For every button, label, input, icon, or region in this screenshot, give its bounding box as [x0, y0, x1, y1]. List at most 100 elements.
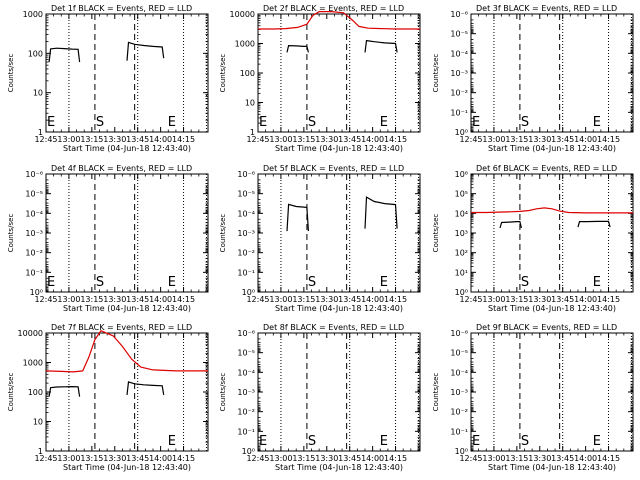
- x-tick-label: 14:00: [361, 135, 384, 144]
- y-tick-label: 10⁰: [455, 447, 468, 456]
- x-tick-label: 13:15: [80, 135, 103, 144]
- chart-panel-8: Det 8f BLACK = Events, RED = LLD 10⁰ 10⁻¹ 1…: [219, 323, 421, 472]
- segment-marker-E: E: [47, 275, 55, 290]
- y-tick-label: 10: [245, 99, 255, 108]
- x-tick-label: 14:00: [149, 295, 172, 304]
- x-tick-label: 13:30: [315, 295, 338, 304]
- lld-series-line: [258, 11, 420, 30]
- segment-marker-E: E: [593, 115, 601, 130]
- x-tick-label: 14:15: [384, 295, 407, 304]
- y-tick-label: 100: [240, 69, 255, 78]
- y-tick-label: 10⁻²: [237, 249, 255, 258]
- segment-marker-S: S: [96, 275, 104, 290]
- y-axis-label: Counts/sec: [219, 54, 227, 93]
- x-tick-label: 14:15: [172, 454, 195, 463]
- x-tick-label: 13:30: [103, 135, 126, 144]
- x-tick-label: 13:30: [528, 295, 551, 304]
- y-tick-label: 10⁻³: [450, 69, 468, 78]
- y-axis-label: Counts/sec: [7, 54, 15, 93]
- x-axis-label: Start Time (04-Jun-18 12:43:40): [488, 304, 616, 313]
- y-tick-label: 10⁻²: [450, 89, 468, 98]
- segment-marker-S: S: [308, 434, 316, 449]
- segment-marker-E: E: [593, 275, 601, 290]
- plot-frame: [257, 13, 421, 133]
- y-tick-label: 10⁻⁵: [237, 190, 255, 199]
- x-tick-label: 12:45: [459, 135, 482, 144]
- x-tick-label: 12:45: [34, 454, 57, 463]
- y-tick-label: 10⁰: [455, 288, 468, 297]
- y-tick-label: 10⁻²: [25, 249, 43, 258]
- plot-frame: [470, 13, 634, 133]
- chart-panel-9: Det 9f BLACK = Events, RED = LLD 10⁰ 10⁻¹ 1…: [432, 323, 634, 472]
- y-tick-label: 10⁻²: [237, 408, 255, 417]
- y-tick-label: 10⁻³: [450, 388, 468, 397]
- plot-frame: [45, 13, 209, 133]
- events-series-line: [499, 221, 522, 229]
- chart-title: Det 8f BLACK = Events, RED = LLD: [263, 323, 404, 332]
- x-tick-label: 13:15: [292, 295, 315, 304]
- y-tick-label: 10⁻¹: [25, 268, 43, 277]
- x-tick-label: 13:15: [292, 454, 315, 463]
- y-tick-label: 1000: [235, 40, 255, 49]
- chart-title: Det 1f BLACK = Events, RED = LLD: [51, 4, 192, 13]
- x-axis-label: Start Time (04-Jun-18 12:43:40): [275, 463, 403, 472]
- chart-title: Det 2f BLACK = Events, RED = LLD: [263, 4, 404, 13]
- y-tick-label: 10⁰: [242, 447, 255, 456]
- x-tick-label: 14:15: [384, 454, 407, 463]
- segment-marker-E: E: [168, 115, 176, 130]
- segment-marker-E: E: [380, 434, 388, 449]
- events-series-line: [364, 39, 398, 53]
- y-axis-label: Counts/sec: [219, 373, 227, 412]
- y-tick-label: 10⁻⁵: [237, 349, 255, 358]
- segment-marker-S: S: [308, 115, 316, 130]
- y-tick-label: 10⁻¹: [237, 427, 255, 436]
- plot-frame: [45, 173, 209, 293]
- y-tick-label: 10⁻⁵: [450, 30, 468, 39]
- x-tick-label: 13:15: [80, 295, 103, 304]
- y-tick-label: 10⁻⁴: [450, 49, 468, 58]
- x-axis-label: Start Time (04-Jun-18 12:43:40): [63, 463, 191, 472]
- y-axis-label: Counts/sec: [432, 373, 440, 412]
- y-tick-label: 100: [28, 388, 43, 397]
- y-tick-label: 1000: [23, 10, 43, 19]
- x-tick-label: 14:00: [149, 135, 172, 144]
- segment-marker-E: E: [259, 434, 267, 449]
- plot-frame: [470, 332, 634, 452]
- x-tick-label: 13:00: [482, 135, 505, 144]
- y-tick-label: 10⁻⁵: [450, 349, 468, 358]
- x-tick-label: 14:15: [384, 135, 407, 144]
- y-tick-label: 10⁻³: [25, 229, 43, 238]
- lld-series-line: [471, 207, 633, 214]
- chart-title: Det 9f BLACK = Events, RED = LLD: [476, 323, 617, 332]
- x-tick-label: 13:30: [528, 135, 551, 144]
- y-tick-label: 10: [33, 89, 43, 98]
- x-tick-label: 14:00: [574, 454, 597, 463]
- events-series-line: [577, 220, 611, 228]
- y-tick-label: 10⁻¹: [450, 427, 468, 436]
- x-tick-label: 13:45: [126, 295, 149, 304]
- chart-panel-5: Det 5f BLACK = Events, RED = LLD 10⁰ 10⁻¹ 1…: [219, 164, 421, 313]
- chart-panel-2: Det 2f BLACK = Events, RED = LLD 1 10 100 10…: [219, 4, 421, 153]
- x-tick-label: 13:30: [103, 295, 126, 304]
- x-tick-label: 14:00: [574, 295, 597, 304]
- x-tick-label: 13:45: [126, 135, 149, 144]
- x-axis-label: Start Time (04-Jun-18 12:43:40): [275, 304, 403, 313]
- events-series-line: [286, 203, 309, 232]
- segment-marker-E: E: [168, 275, 176, 290]
- y-tick-label: 10⁻¹: [450, 108, 468, 117]
- x-tick-label: 12:45: [459, 295, 482, 304]
- x-tick-label: 13:45: [551, 135, 574, 144]
- x-tick-label: 14:00: [149, 454, 172, 463]
- y-tick-label: 10⁰: [455, 128, 468, 137]
- y-tick-label: 10⁻²: [450, 408, 468, 417]
- y-axis-label: Counts/sec: [7, 373, 15, 412]
- y-tick-label: 10⁶: [455, 170, 468, 179]
- y-tick-label: 10⁻⁵: [25, 190, 43, 199]
- y-axis-label: Counts/sec: [7, 214, 15, 253]
- x-tick-label: 13:30: [315, 135, 338, 144]
- segment-marker-E: E: [593, 434, 601, 449]
- x-axis-label: Start Time (04-Jun-18 12:43:40): [488, 463, 616, 472]
- x-tick-label: 12:45: [246, 135, 269, 144]
- y-tick-label: 10³: [455, 229, 468, 238]
- x-tick-label: 13:45: [338, 135, 361, 144]
